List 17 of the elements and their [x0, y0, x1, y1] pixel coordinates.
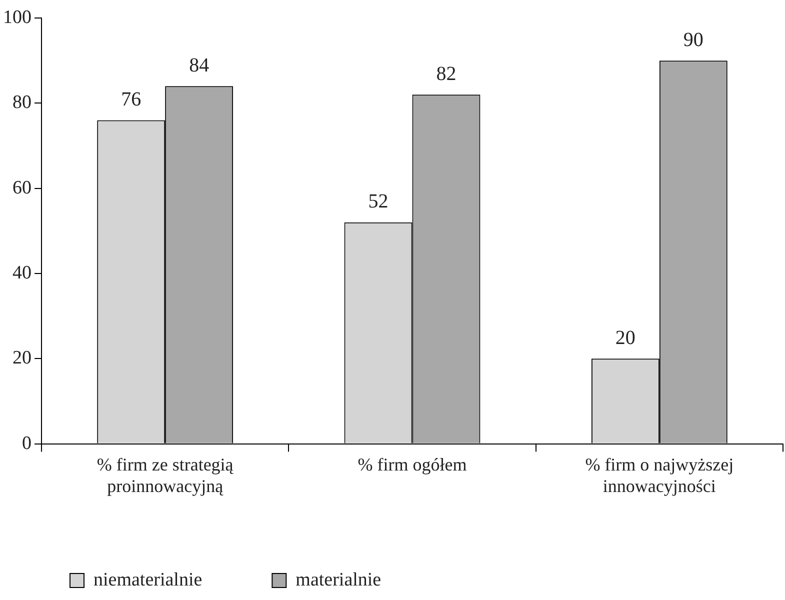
data-label: 90: [683, 28, 704, 51]
data-label: 84: [189, 54, 210, 76]
y-tick-label: 80: [12, 92, 32, 114]
x-tick-label: % firm ogółem: [358, 454, 467, 474]
legend-label: materialnie: [296, 569, 382, 590]
y-tick-label: 20: [12, 348, 32, 369]
x-tick-label: % firm ze strategią proinnowacyjną: [96, 454, 234, 496]
y-tick-label: 100: [3, 6, 32, 28]
y-tick-label: 0: [22, 432, 32, 454]
data-label: 20: [615, 326, 636, 349]
data-label: 82: [436, 62, 456, 85]
x-tick-label: % firm o najwyższej innowacyjności: [585, 454, 734, 496]
y-tick-label: 40: [12, 262, 32, 284]
legend-label: niematerialnie: [94, 569, 202, 590]
y-tick-label: 60: [12, 177, 32, 198]
data-label: 52: [368, 190, 388, 213]
data-label: 76: [121, 88, 142, 110]
